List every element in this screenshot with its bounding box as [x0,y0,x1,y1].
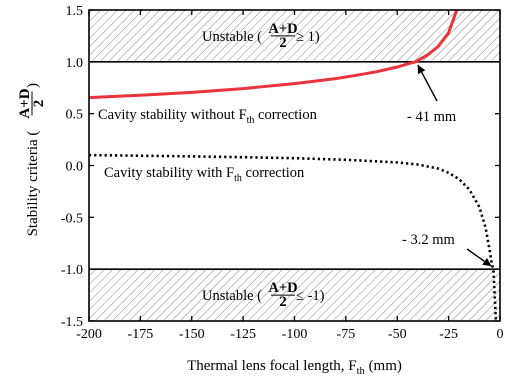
y-tick-label: -0.5 [61,211,83,226]
y-tick-label: 0.5 [66,108,84,123]
series-without-correction-line [88,9,459,100]
y-tick-label: 1.5 [66,4,84,19]
svg-text:A+D: A+D [268,21,297,37]
svg-text:2: 2 [31,100,47,108]
series-with-correction-label: Cavity stability with Fth correction [104,165,305,184]
svg-text:2: 2 [279,35,286,51]
x-axis-ticks: -200 -175 -150 -125 -100 -75 -50 -25 0 [76,10,504,342]
annotation-3-2mm-arrow [466,248,492,267]
x-tick-label: -125 [230,327,256,342]
x-axis-title: Thermal lens focal length, Fth (mm) [187,358,402,377]
x-tick-label: -150 [179,327,205,342]
x-tick-label: -50 [388,327,407,342]
svg-text:A+D: A+D [268,280,297,296]
unstable-bottom-label: Unstable ( [202,288,262,304]
series-without-correction-label: Cavity stability without Fth correction [98,107,318,126]
annotation-41mm-arrow [417,64,438,102]
y-tick-label: -1.5 [61,315,83,330]
x-tick-label: -25 [439,327,458,342]
svg-text:A+D: A+D [17,88,33,118]
unstable-top-fraction: A+D 2 [268,21,297,51]
annotation-3-2mm-label: - 3.2 mm [402,232,455,248]
unstable-bottom-fraction: A+D 2 [268,280,297,310]
unstable-bottom-relation: ≤ -1) [296,288,325,304]
svg-text:2: 2 [279,294,286,310]
x-tick-label: -75 [337,327,356,342]
annotation-41mm-label: - 41 mm [407,109,457,125]
y-axis-title: Stability criteria ( A+D 2 ) [17,83,47,236]
x-tick-label: 0 [497,327,504,342]
y-tick-label: 1.0 [66,56,84,71]
y-tick-label: 0.0 [66,160,84,175]
svg-text:Stability criteria (: Stability criteria ( [25,131,41,237]
x-tick-label: -100 [282,327,308,342]
y-tick-label: -1.0 [61,263,83,278]
unstable-top-relation: ≥ 1) [296,29,320,45]
svg-text:): ) [25,83,41,88]
unstable-top-label: Unstable ( [202,29,262,45]
x-tick-label: -200 [76,327,102,342]
x-tick-label: -175 [128,327,154,342]
y-axis-ticks: -1.5 -1.0 -0.5 0.0 0.5 1.0 1.5 [61,4,500,330]
